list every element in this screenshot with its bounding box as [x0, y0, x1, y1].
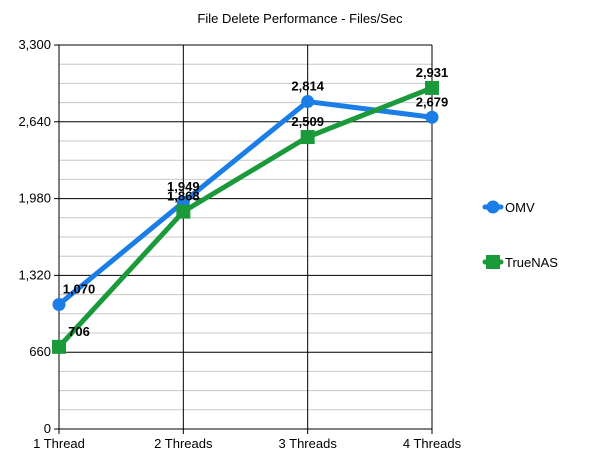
data-label-omv: 1,070 [63, 281, 96, 296]
series-line-truenas [56, 85, 435, 350]
y-tick-label: 660 [29, 344, 51, 359]
legend: OMV TrueNAS [482, 200, 558, 270]
data-label-omv: 1,949 [167, 179, 200, 194]
data-label-omv: 2,679 [416, 94, 449, 109]
data-point-omv [301, 95, 315, 109]
data-label-truenas: 1,868 [167, 189, 200, 204]
chart-title: File Delete Performance - Files/Sec [197, 11, 403, 26]
data-point-truenas [300, 130, 315, 145]
data-label-truenas: 2,931 [416, 65, 449, 80]
y-tick-label: 2,640 [18, 114, 51, 129]
data-point-truenas [425, 80, 439, 95]
axes: 0 660 1,320 1,980 2,640 3,300 1 Thread 2 Thread… [18, 37, 461, 451]
data-point-omv [52, 297, 66, 311]
data-label-truenas: 2,509 [291, 114, 324, 129]
series-line-omv [56, 99, 435, 307]
data-point-omv [425, 110, 439, 124]
y-tick-label: 3,300 [18, 37, 51, 52]
y-tick-label: 1,980 [18, 191, 51, 206]
legend-marker-omv [486, 200, 500, 214]
x-tick-label: 3 Threads [279, 436, 338, 451]
y-tick-label: 1,320 [18, 267, 51, 282]
x-tick-label: 2 Threads [154, 436, 213, 451]
data-point-truenas [52, 339, 66, 354]
y-tick-label: 0 [44, 421, 51, 436]
data-point-truenas [176, 204, 191, 219]
legend-marker-truenas [486, 255, 500, 269]
grid [54, 44, 433, 434]
data-label-omv: 2,814 [291, 79, 324, 94]
x-tick-label: 1 Thread [33, 436, 85, 451]
data-labels: 1,070 1,949 2,814 2,679 706 1,868 2,509 2,931 [63, 65, 449, 339]
series [52, 80, 439, 354]
legend-label-omv: OMV [505, 200, 535, 215]
x-tick-label: 4 Threads [403, 436, 462, 451]
data-label-truenas: 706 [68, 324, 90, 339]
legend-label-truenas: TrueNAS [505, 255, 558, 270]
